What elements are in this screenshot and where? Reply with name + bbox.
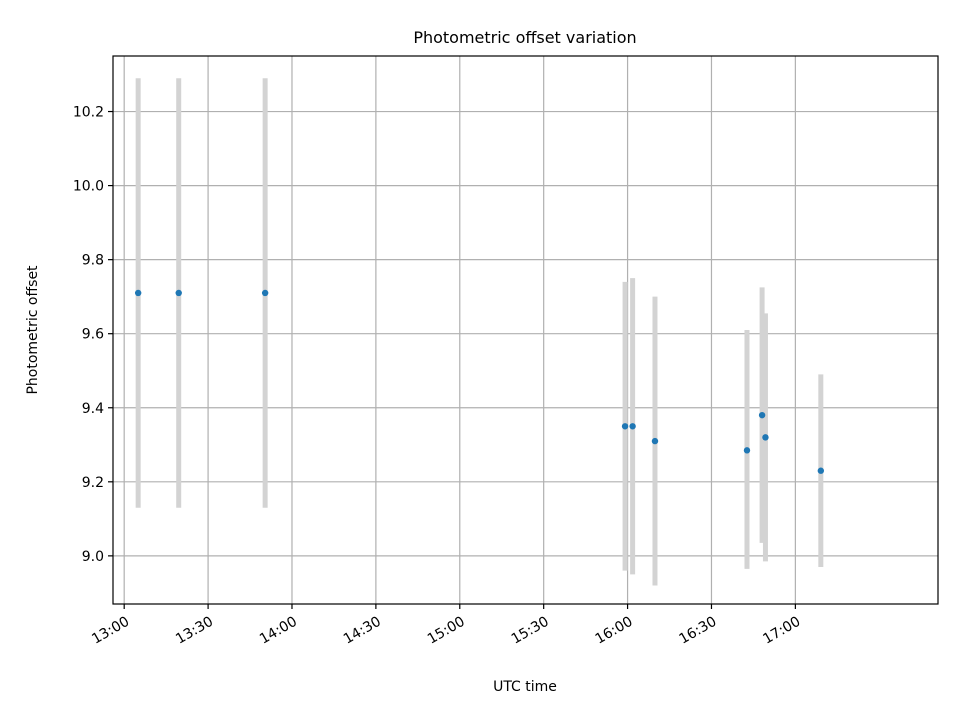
plot-frame — [112, 55, 939, 605]
y-tick-label: 9.0 — [82, 549, 104, 565]
data-point — [175, 289, 182, 297]
data-point — [762, 434, 769, 441]
data-point — [261, 289, 269, 297]
x-tick-label: 13:00 — [89, 614, 132, 648]
data-point — [758, 411, 766, 419]
x-tick-label: 14:00 — [257, 614, 300, 648]
y-tick-label: 10.2 — [73, 105, 104, 121]
y-tick-label: 9.8 — [82, 253, 104, 269]
data-points — [134, 289, 825, 474]
x-axis-label: UTC time — [493, 679, 557, 695]
y-tick-label: 9.4 — [82, 401, 104, 417]
y-axis-label: Photometric offset — [25, 265, 41, 395]
data-point — [629, 423, 636, 430]
data-point — [817, 467, 825, 474]
x-tick-label: 14:30 — [341, 614, 384, 648]
x-tick-label: 15:30 — [509, 614, 552, 648]
x-tick-label: 13:30 — [173, 614, 216, 648]
data-point — [743, 447, 751, 454]
x-tick-label: 16:00 — [593, 614, 636, 648]
y-tick-label: 9.6 — [82, 327, 104, 343]
grid-lines — [113, 56, 938, 604]
y-tick-label: 10.0 — [73, 179, 104, 195]
x-axis-ticks: 13:00 13:30 14:00 14:30 15:00 15:30 16:00 16:30… — [89, 604, 803, 648]
data-point — [651, 437, 659, 445]
y-tick-label: 9.2 — [82, 475, 104, 491]
error-bars — [135, 78, 824, 586]
y-axis-ticks: 9.0 9.2 9.4 9.6 9.8 10.0 10.2 — [73, 105, 113, 565]
chart-title: Photometric offset variation — [413, 28, 636, 47]
x-tick-label: 17:00 — [760, 614, 803, 648]
data-point — [621, 423, 629, 430]
x-tick-label: 15:00 — [425, 614, 468, 648]
data-point — [134, 289, 142, 297]
x-tick-label: 16:30 — [677, 614, 720, 648]
